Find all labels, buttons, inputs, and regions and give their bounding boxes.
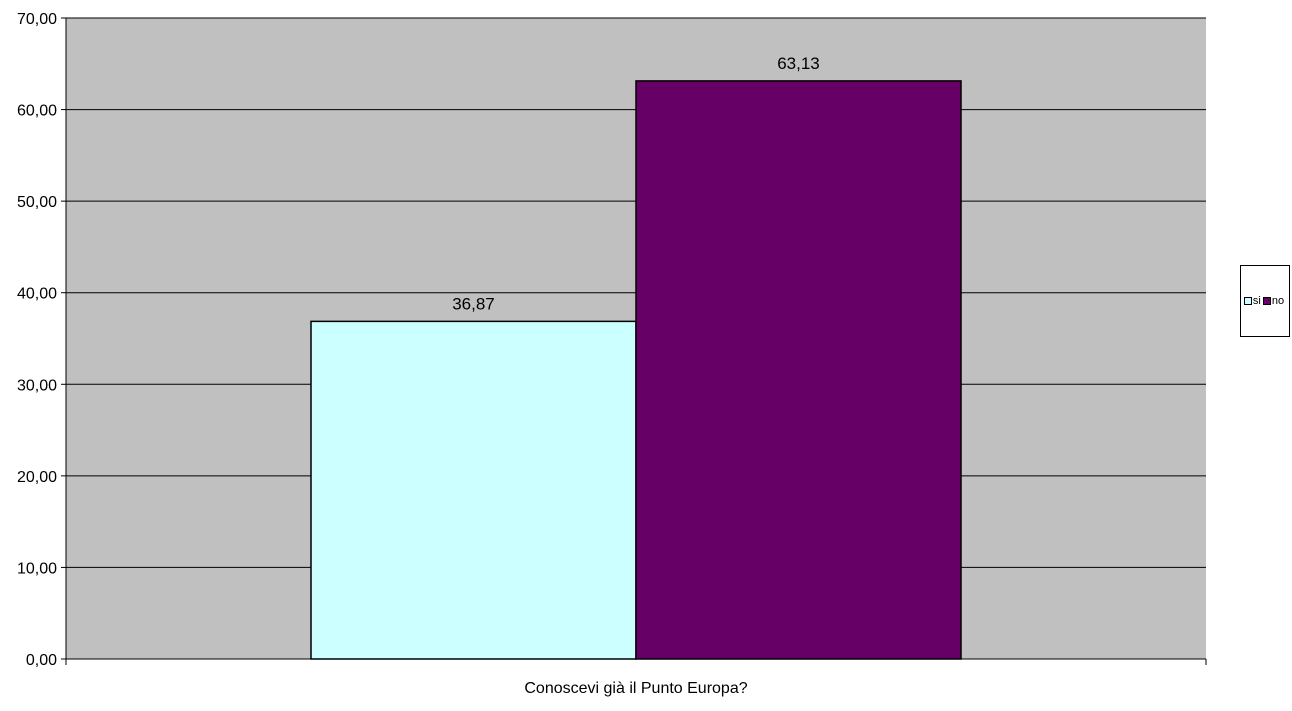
y-tick-label: 0,00	[26, 652, 57, 669]
y-tick-label: 50,00	[17, 194, 57, 211]
y-tick-label: 20,00	[17, 469, 57, 486]
legend-item-no: no	[1262, 295, 1285, 307]
y-tick-label: 10,00	[17, 560, 57, 577]
legend: si no	[1240, 265, 1290, 337]
legend-item-si: si	[1243, 295, 1261, 307]
legend-swatch-si	[1243, 297, 1252, 305]
category-label: Conoscevi già il Punto Europa?	[524, 680, 747, 697]
axes	[61, 17, 1207, 665]
data-label-no: 63,13	[777, 54, 820, 73]
bars	[310, 80, 962, 660]
legend-label-si: si	[1252, 295, 1261, 307]
bar-si	[310, 320, 637, 660]
data-labels: 36,87 63,13	[452, 54, 820, 313]
bar-no	[635, 80, 962, 660]
data-label-si: 36,87	[452, 294, 495, 313]
y-tick-label: 70,00	[17, 11, 57, 28]
legend-swatch-no	[1262, 297, 1271, 305]
y-tick-labels: 0,00 10,00 20,00 30,00 40,00 50,00 60,00 70,00	[17, 11, 57, 669]
y-tick-label: 30,00	[17, 377, 57, 394]
y-tick-label: 60,00	[17, 103, 57, 120]
legend-label-no: no	[1271, 295, 1285, 307]
y-tick-label: 40,00	[17, 286, 57, 303]
